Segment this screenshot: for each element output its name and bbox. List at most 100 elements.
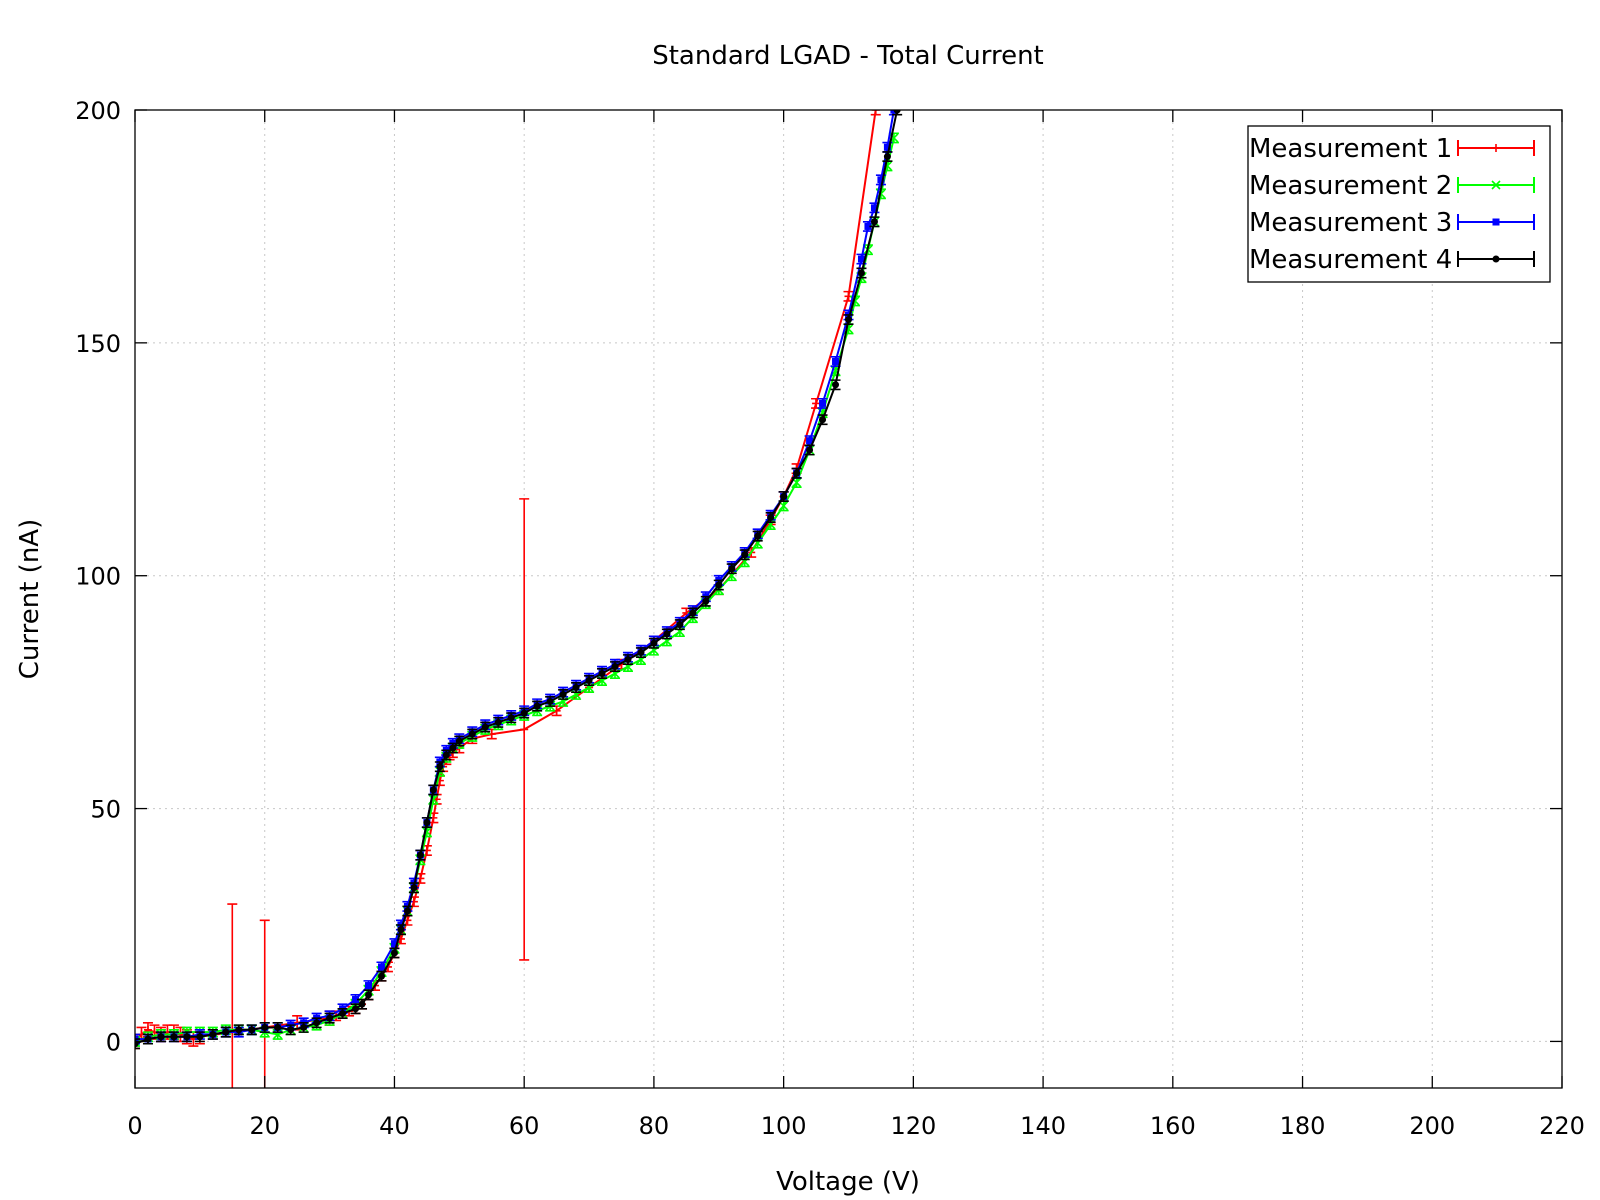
y-tick-label: 150 bbox=[75, 330, 121, 358]
data-point bbox=[871, 110, 880, 114]
x-tick-label: 200 bbox=[1409, 1112, 1455, 1140]
data-point bbox=[352, 1005, 360, 1013]
data-point bbox=[248, 1026, 256, 1034]
data-point bbox=[812, 399, 821, 408]
data-point bbox=[1491, 180, 1501, 190]
legend-label: Measurement 2 bbox=[1249, 171, 1452, 201]
data-point bbox=[702, 597, 710, 605]
data-point bbox=[436, 763, 444, 771]
x-tick-label: 60 bbox=[509, 1112, 540, 1140]
data-point bbox=[365, 991, 373, 999]
data-point bbox=[274, 1023, 282, 1031]
data-point bbox=[520, 709, 528, 717]
data-point bbox=[507, 714, 515, 722]
x-tick-label: 120 bbox=[890, 1112, 936, 1140]
data-point bbox=[572, 683, 580, 691]
data-point bbox=[1492, 144, 1500, 152]
data-point bbox=[326, 1014, 334, 1022]
data-point bbox=[520, 725, 529, 734]
legend-box bbox=[1247, 125, 1551, 283]
data-point bbox=[663, 630, 671, 638]
data-point bbox=[410, 884, 418, 892]
y-axis-title: Current (nA) bbox=[15, 519, 45, 679]
y-tick-label: 100 bbox=[75, 563, 121, 591]
x-tick-label: 220 bbox=[1539, 1112, 1585, 1140]
data-point bbox=[183, 1033, 191, 1041]
legend-label: Measurement 3 bbox=[1249, 208, 1452, 238]
data-point bbox=[546, 697, 554, 705]
data-point bbox=[864, 222, 872, 230]
data-point bbox=[481, 723, 489, 731]
y-tick-label: 50 bbox=[90, 796, 121, 824]
data-point bbox=[806, 446, 814, 454]
data-point bbox=[261, 1023, 269, 1031]
data-point bbox=[352, 996, 360, 1004]
data-point bbox=[857, 255, 865, 263]
data-point bbox=[893, 110, 901, 114]
data-point bbox=[416, 851, 424, 859]
data-point bbox=[209, 1030, 217, 1038]
data-point bbox=[611, 663, 619, 671]
data-point bbox=[222, 1028, 230, 1036]
data-point bbox=[196, 1033, 204, 1041]
data-point bbox=[883, 153, 891, 161]
data-point bbox=[883, 143, 891, 151]
plot-series bbox=[135, 110, 903, 1088]
chart-title: Standard LGAD - Total Current bbox=[652, 41, 1044, 71]
legend-label: Measurement 4 bbox=[1249, 245, 1452, 275]
x-tick-label: 100 bbox=[761, 1112, 807, 1140]
data-point bbox=[300, 1023, 308, 1031]
x-tick-label: 80 bbox=[639, 1112, 670, 1140]
data-point bbox=[624, 656, 632, 664]
data-point bbox=[598, 670, 606, 678]
x-tick-label: 180 bbox=[1280, 1112, 1326, 1140]
series-4 bbox=[135, 110, 903, 1050]
data-point bbox=[870, 204, 878, 212]
data-point bbox=[728, 565, 736, 573]
data-point bbox=[832, 381, 840, 389]
data-point bbox=[877, 176, 885, 184]
error-bar bbox=[135, 1038, 140, 1050]
data-point bbox=[170, 1033, 178, 1041]
x-tick-label: 20 bbox=[249, 1112, 280, 1140]
data-point bbox=[455, 737, 463, 745]
data-point bbox=[741, 551, 749, 559]
data-point bbox=[358, 1000, 366, 1008]
data-point bbox=[819, 416, 827, 424]
data-point bbox=[676, 621, 684, 629]
data-point bbox=[494, 718, 502, 726]
data-point bbox=[377, 972, 385, 980]
data-point bbox=[780, 493, 788, 501]
data-point bbox=[390, 949, 398, 957]
x-tick-label: 40 bbox=[379, 1112, 410, 1140]
data-point bbox=[806, 437, 814, 445]
data-point bbox=[397, 926, 405, 934]
data-point bbox=[637, 649, 645, 657]
data-point bbox=[689, 609, 697, 617]
data-point bbox=[767, 514, 775, 521]
data-point bbox=[533, 702, 541, 710]
data-point bbox=[1492, 218, 1500, 226]
data-point bbox=[313, 1019, 321, 1027]
data-point bbox=[819, 399, 827, 407]
data-point bbox=[287, 1026, 295, 1034]
y-tick-label: 200 bbox=[75, 97, 121, 125]
data-point bbox=[754, 532, 762, 540]
data-point bbox=[1492, 255, 1500, 263]
plot-frame bbox=[134, 109, 1563, 1089]
x-tick-label: 160 bbox=[1150, 1112, 1196, 1140]
data-point bbox=[585, 677, 593, 684]
legend: Measurement 1 Measurement 2 Measurement 3 M… bbox=[1247, 125, 1551, 283]
x-tick-label: 0 bbox=[127, 1112, 142, 1140]
x-axis-title: Voltage (V) bbox=[776, 1167, 920, 1197]
y-tick-label: 0 bbox=[106, 1028, 121, 1056]
data-point bbox=[845, 316, 852, 324]
data-point bbox=[650, 639, 658, 647]
data-point bbox=[779, 501, 789, 511]
data-point bbox=[857, 269, 865, 277]
data-point bbox=[715, 581, 723, 589]
legend-label: Measurement 1 bbox=[1249, 134, 1452, 164]
data-point bbox=[832, 357, 840, 365]
data-point bbox=[559, 690, 567, 698]
